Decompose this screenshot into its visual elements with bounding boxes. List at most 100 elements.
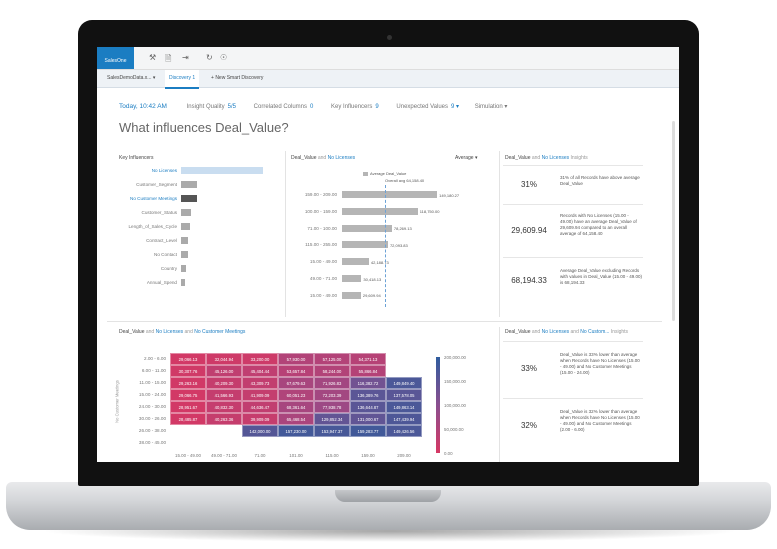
heatmap-cell[interactable]: 33,200.00 [242,353,278,365]
heatmap-cell[interactable]: 153,947.37 [314,425,350,437]
key-influencers-count[interactable]: Key Influencers 9 [331,104,379,110]
key-influencer-bar[interactable] [181,195,197,202]
heatmap-cell[interactable]: 39,909.09 [242,413,278,425]
deal-value-bar[interactable] [342,241,388,249]
key-influencer-bar[interactable] [181,251,188,258]
scrollbar[interactable] [672,121,675,321]
home-label: SalesOne [104,58,127,64]
heatmap-cell[interactable]: 29,066.13 [170,353,206,365]
export-icon[interactable]: ⇥ [182,53,189,62]
insight-card[interactable]: 33% Deal_Value is 33% lower than average… [503,341,643,398]
heatmap-cell[interactable]: 29,263.16 [170,377,206,389]
heatmap-cell[interactable]: 45,126.00 [206,365,242,377]
key-influencer-label[interactable]: No Licenses [151,168,177,173]
tab-new-smart-discovery[interactable]: + New Smart Discovery [207,70,267,87]
key-influencer-bar[interactable] [181,181,198,188]
insight-quality[interactable]: Insight Quality 5/5 [187,104,236,110]
heatmap-cell[interactable]: 30,307.76 [170,365,206,377]
wrench-icon[interactable]: ⚒ [149,53,157,62]
heatmap-cell[interactable]: 149,863.14 [386,401,422,413]
heatmap-cell[interactable]: 65,468.54 [278,413,314,425]
heatmap-cell[interactable]: 129,852.34 [314,413,350,425]
heatmap-cell[interactable]: 136,644.87 [350,401,386,413]
key-influencer-bar[interactable] [181,223,191,230]
key-influencer-bar[interactable] [181,279,186,286]
heatmap-cell[interactable]: 41,909.09 [242,389,278,401]
heatmap-cell[interactable]: 45,404.44 [242,365,278,377]
heatmap-cell[interactable]: 44,636.47 [242,401,278,413]
heatmap-cell[interactable]: 57,930.00 [278,353,314,365]
heatmap-cell[interactable]: 142,000.00 [242,425,278,437]
heatmap-cell[interactable]: 72,203.39 [314,389,350,401]
unexpected-values[interactable]: Unexpected Values 9 ▾ [396,104,459,110]
heatmap-cell[interactable]: 32,044.94 [206,353,242,365]
heatmap-cell[interactable]: 149,426.56 [386,425,422,437]
deal-value-bar[interactable] [342,207,418,215]
heatmap-cell[interactable]: 159,283.77 [350,425,386,437]
insights-top-title: Deal_Value and No Licenses Insights [505,155,588,161]
lightbulb-icon[interactable]: ☉ [220,53,228,62]
tab-discovery-1[interactable]: Discovery 1 [165,70,200,89]
heatmap-cell[interactable]: 58,244.00 [314,365,350,377]
heatmap-cell[interactable]: 149,849.40 [386,377,422,389]
deal-value-bar[interactable] [342,224,392,232]
heatmap-cell[interactable]: 43,309.73 [242,377,278,389]
key-influencer-bar[interactable] [181,237,189,244]
heatmap-cell[interactable]: 147,439.94 [386,413,422,425]
heatmap-cell[interactable]: 40,209.30 [206,377,242,389]
insight-card[interactable]: 32% Deal_Value is 32% lower than average… [503,398,643,455]
key-influencer-label[interactable]: Customer_Status [141,210,178,215]
heatmap-cell[interactable]: 28,951.67 [170,401,206,413]
heatmap-cell[interactable]: 77,938.78 [314,401,350,413]
deal-value-bar[interactable] [342,191,438,198]
heatmap-cell[interactable]: 71,926.83 [314,377,350,389]
heatmap-title-c: No Customer Meetings [194,329,246,335]
legend-swatch [363,172,368,176]
heatmap-cell[interactable]: 131,000.67 [350,413,386,425]
heatmap-cell[interactable]: 55,866.84 [350,365,386,377]
heatmap-cell[interactable]: 28,485.87 [170,413,206,425]
aggregation-dropdown[interactable]: Average ▾ [455,155,477,161]
insight-card[interactable]: 68,194.33 Average Deal_Value excluding R… [503,257,643,308]
insight-card[interactable]: 29,609.94 Records with No Licenses (15.0… [503,204,643,257]
key-influencer-label[interactable]: No Contact [154,252,177,257]
insight-card[interactable]: 31% 31% of all Records have above averag… [503,165,643,204]
key-influencer-label[interactable]: Contract_Level [146,238,177,243]
key-influencer-bar[interactable] [181,167,263,174]
key-influencer-bar[interactable] [181,209,191,216]
insight-text: 31% of all Records have above average De… [560,175,640,186]
key-influencer-label[interactable]: Length_of_Sales_Cycle [128,224,177,229]
heatmap-cell[interactable]: 40,263.36 [206,413,242,425]
key-influencer-label[interactable]: No Customer Meetings [130,196,177,201]
heatmap-cell[interactable]: 57,125.00 [314,353,350,365]
heatmap-cell[interactable]: 41,566.93 [206,389,242,401]
heatmap-cell[interactable]: 136,389.76 [350,389,386,401]
insight-text: Deal_Value is 33% lower than average whe… [560,352,640,375]
refresh-icon[interactable]: ↻ [206,53,213,62]
heatmap-cell[interactable]: 116,382.72 [350,377,386,389]
heatmap-cell[interactable]: 68,361.64 [278,401,314,413]
key-influencer-label[interactable]: Annual_Spend [146,280,177,285]
home-button[interactable]: SalesOne [97,47,134,69]
heatmap-cell[interactable]: 157,230.00 [278,425,314,437]
deal-value-bar[interactable] [342,291,361,299]
heatmap-cell[interactable]: 137,578.05 [386,389,422,401]
document-icon[interactable]: 🗎 [165,54,172,63]
insights-top-b: No Licenses [541,155,570,161]
heatmap-cell[interactable]: 67,679.63 [278,377,314,389]
heatmap-cell[interactable]: 53,657.84 [278,365,314,377]
heatmap-cell[interactable]: 60,051.23 [278,389,314,401]
heatmap-cell[interactable]: 54,371.13 [350,353,386,365]
deal-value-bar[interactable] [342,258,369,266]
key-influencer-label[interactable]: Customer_Segment [136,182,177,187]
deal-value-bar[interactable] [342,275,362,282]
correlated-columns[interactable]: Correlated Columns 0 [254,104,314,110]
heatmap-cell[interactable]: 40,832.30 [206,401,242,413]
simulation-dropdown[interactable]: Simulation ▾ [475,104,508,110]
legend-tick-label: 200,000.00 [444,355,466,360]
key-influencer-label[interactable]: Country [160,266,177,271]
tab-dataset[interactable]: SalesDemoData.x... ▾ [103,70,159,87]
heatmap-row-label: 30.00 - 26.00 [138,416,166,421]
heatmap-cell[interactable]: 29,066.75 [170,389,206,401]
key-influencer-bar[interactable] [181,265,186,272]
